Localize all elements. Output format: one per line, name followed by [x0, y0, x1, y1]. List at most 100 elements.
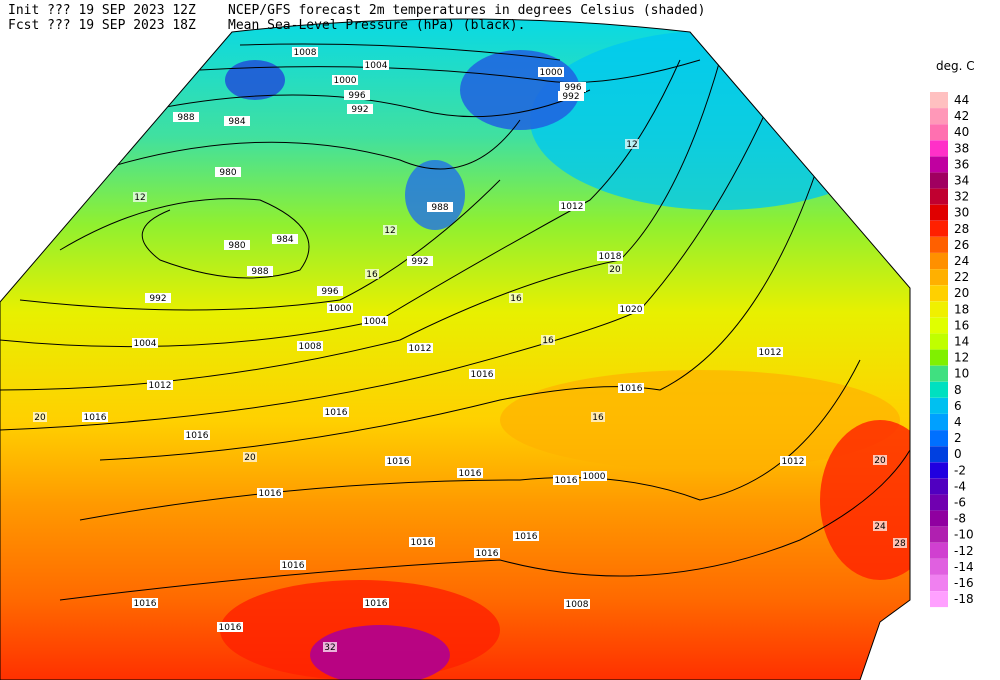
label-box [243, 452, 257, 462]
legend-swatch [930, 220, 948, 237]
isobar-label: 984 [276, 235, 293, 245]
legend-swatch [930, 188, 948, 205]
isobar-label: 1016 [219, 623, 242, 633]
legend-swatch [930, 92, 948, 108]
label-box [385, 456, 411, 466]
temperature-label: 20 [874, 456, 886, 466]
isobar-label: 1000 [583, 472, 606, 482]
legend-label: 24 [954, 254, 969, 268]
label-box [469, 369, 495, 379]
legend-swatch [930, 301, 948, 318]
isobar-label: 992 [149, 294, 166, 304]
label-box [327, 303, 353, 313]
label-box [541, 335, 555, 345]
legend-swatch [930, 494, 948, 511]
label-box [132, 598, 158, 608]
legend-swatch [930, 172, 948, 189]
title: NCEP/GFS forecast 2m temperatures in deg… [228, 3, 705, 18]
shading [820, 420, 910, 580]
isobar-label: 1012 [759, 348, 782, 358]
legend-label: 38 [954, 141, 969, 155]
temperature-label: 16 [542, 336, 554, 346]
label-box [618, 383, 644, 393]
forecast-time: Fcst ??? 19 SEP 2023 18Z [8, 18, 196, 33]
label-box [215, 167, 241, 177]
legend-swatch [930, 317, 948, 334]
legend-label: 32 [954, 190, 969, 204]
isobar-label: 1012 [409, 344, 432, 354]
isobar-label: 1016 [387, 457, 410, 467]
label-box [625, 139, 639, 149]
legend-label: 40 [954, 125, 969, 139]
legend-label: 14 [954, 335, 969, 349]
legend-label: 44 [954, 93, 969, 107]
isobar-label: 1016 [84, 413, 107, 423]
isobar-label: 1012 [149, 381, 172, 391]
label-box [407, 256, 433, 266]
temperature-label: 16 [510, 294, 522, 304]
shading [405, 160, 465, 230]
label-box [317, 286, 343, 296]
label-box [457, 468, 483, 478]
map-border [0, 18, 911, 680]
legend-swatch [930, 591, 948, 608]
legend-label: 2 [954, 431, 962, 445]
legend-swatch [930, 285, 948, 302]
legend-label: -2 [954, 463, 966, 477]
legend-swatch [930, 156, 948, 173]
legend-label: -18 [954, 592, 974, 606]
legend-label: 12 [954, 351, 969, 365]
legend-label: 34 [954, 174, 969, 188]
legend-swatch [930, 510, 948, 527]
label-box [297, 341, 323, 351]
isobar-label: 1000 [334, 76, 357, 86]
label-box [597, 251, 623, 261]
label-box [383, 225, 397, 235]
legend-swatch [930, 414, 948, 430]
legend-swatch [930, 526, 948, 543]
legend-swatch [930, 236, 948, 253]
legend-label: 42 [954, 109, 969, 123]
isobar-label: 1016 [186, 431, 209, 441]
label-box [272, 234, 298, 244]
isobar-label: 1016 [365, 599, 388, 609]
label-box [347, 104, 373, 114]
label-box [558, 91, 584, 101]
legend-label: 0 [954, 447, 962, 461]
isobar-label: 1018 [599, 252, 622, 262]
isobar-label: 988 [177, 113, 194, 123]
label-box [581, 471, 607, 481]
legend-label: -14 [954, 560, 974, 574]
label-box [173, 112, 199, 122]
label-box [591, 412, 605, 422]
isobar-label: 1016 [134, 599, 157, 609]
legend-label: 16 [954, 318, 969, 332]
label-box [323, 642, 337, 652]
legend-swatch [930, 478, 948, 495]
temperature-label: 28 [894, 539, 906, 549]
isobar-label: 996 [348, 91, 365, 101]
label-box [344, 90, 370, 100]
isobar-label: 984 [228, 117, 245, 127]
legend-label: 6 [954, 399, 962, 413]
legend-label: 22 [954, 270, 969, 284]
label-box [757, 347, 783, 357]
temperature-label: 16 [366, 270, 378, 280]
isobar-label: 1004 [134, 339, 157, 349]
isobar-label: 980 [228, 241, 245, 251]
label-box [280, 560, 306, 570]
isobar-label: 1016 [411, 538, 434, 548]
label-box [133, 192, 147, 202]
shading [500, 370, 900, 470]
isobar-label: 1008 [566, 600, 589, 610]
label-box [363, 60, 389, 70]
isobar-label: 996 [564, 83, 581, 93]
temperature-label: 24 [874, 522, 886, 532]
label-box [780, 456, 806, 466]
legend-label: 20 [954, 286, 969, 300]
isobar-label: 1008 [294, 48, 317, 58]
legend-swatch [930, 430, 948, 447]
legend-swatch [930, 542, 948, 559]
